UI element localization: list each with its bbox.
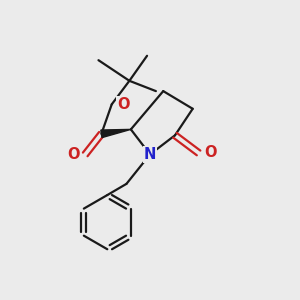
Text: O: O (205, 146, 217, 160)
Text: N: N (144, 147, 156, 162)
Text: O: O (117, 97, 130, 112)
Text: O: O (68, 147, 80, 162)
Polygon shape (101, 129, 131, 138)
